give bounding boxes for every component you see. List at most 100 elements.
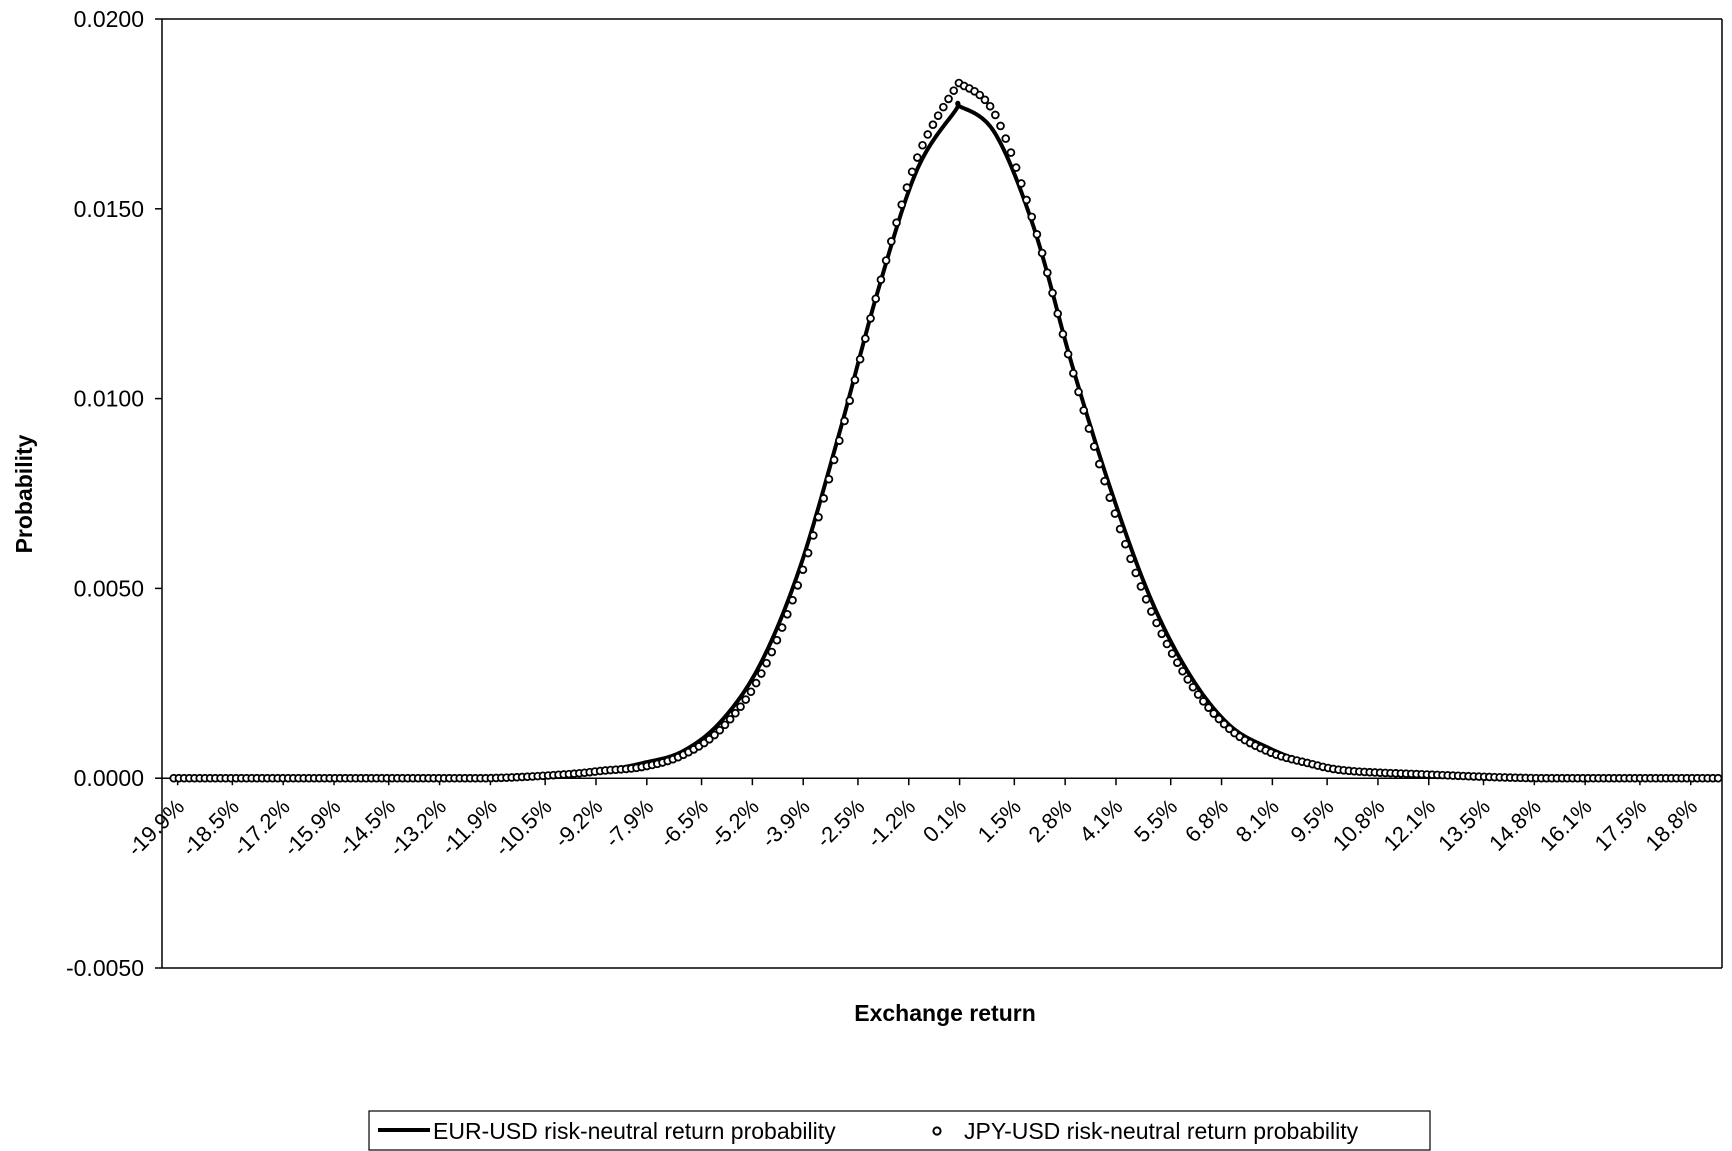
x-tick-label: -6.5% (655, 794, 713, 852)
series-marker-jpy-usd (1214, 714, 1224, 724)
series-marker-jpy-usd (814, 512, 823, 522)
series-marker-jpy-usd (1183, 675, 1193, 684)
series-marker-jpy-usd (1193, 690, 1203, 699)
x-tick-label: -13.2% (384, 794, 451, 861)
x-axis-title: Exchange return (854, 1000, 1036, 1026)
x-tick-label: -5.2% (706, 794, 764, 852)
legend-box (368, 1110, 1431, 1151)
x-tick-label: 13.5% (1433, 794, 1495, 856)
series-marker-jpy-usd (777, 623, 787, 632)
series-marker-jpy-usd (1022, 195, 1031, 205)
series-marker-jpy-usd (1011, 163, 1021, 172)
series-marker-jpy-usd (1713, 773, 1723, 783)
x-ticks: -19.9%-18.5%-17.2%-15.9%-14.5%-13.2%-11.… (122, 778, 1702, 861)
y-tick-label: 0.0000 (74, 765, 144, 791)
series-marker-jpy-usd (1162, 639, 1172, 649)
x-tick-label: 4.1% (1074, 794, 1127, 847)
series-marker-jpy-usd (1017, 179, 1026, 188)
series-marker-jpy-usd (975, 90, 985, 100)
series-marker-jpy-usd (918, 140, 927, 150)
series-marker-jpy-usd (1204, 703, 1213, 712)
series-marker-jpy-usd (1079, 406, 1089, 415)
series-marker-jpy-usd (1173, 658, 1182, 667)
series-marker-jpy-usd (788, 595, 797, 605)
series-marker-jpy-usd (840, 416, 849, 426)
series-marker-jpy-usd (881, 256, 891, 265)
series-marker-jpy-usd (1105, 493, 1115, 502)
x-tick-label: 14.8% (1484, 794, 1546, 856)
series-marker-jpy-usd (710, 730, 719, 740)
x-tick-label: -14.5% (333, 794, 400, 861)
x-tick-label: 10.8% (1328, 794, 1390, 856)
x-tick-label: 18.8% (1640, 794, 1702, 856)
series-marker-jpy-usd (850, 375, 860, 385)
series-marker-jpy-usd (949, 86, 959, 95)
x-tick-label: 1.5% (973, 794, 1026, 847)
series-marker-jpy-usd (1147, 607, 1156, 616)
legend-label-eur-usd: EUR-USD risk-neutral return probability (433, 1118, 836, 1144)
x-tick-label: -2.5% (811, 794, 869, 852)
legend-marker-swatch (932, 1126, 942, 1136)
x-tick-label: 8.1% (1231, 794, 1284, 847)
series-marker-jpy-usd (793, 581, 803, 590)
series-marker-jpy-usd (1063, 349, 1073, 359)
series-marker-jpy-usd (798, 565, 808, 575)
series-marker-jpy-usd (991, 110, 1000, 120)
series-marker-jpy-usd (772, 635, 782, 645)
x-tick-label: 17.5% (1590, 794, 1652, 856)
series-marker-jpy-usd (1157, 629, 1167, 639)
series-marker-jpy-usd (1032, 230, 1042, 239)
series-marker-jpy-usd (1001, 134, 1011, 143)
series-marker-jpy-usd (1126, 554, 1135, 564)
series-marker-jpy-usd (1006, 148, 1016, 157)
series-marker-jpy-usd (980, 95, 990, 105)
series-marker-jpy-usd (1188, 682, 1198, 692)
series-marker-jpy-usd (845, 396, 855, 405)
series-marker-jpy-usd (824, 474, 834, 484)
series-marker-jpy-usd (897, 200, 907, 209)
series-layer (169, 78, 1723, 783)
series-marker-jpy-usd (1225, 724, 1234, 734)
series-marker-jpy-usd (933, 111, 943, 120)
series-marker-jpy-usd (767, 647, 777, 657)
series-marker-jpy-usd (1136, 582, 1146, 591)
x-tick-label: 0.1% (918, 794, 971, 847)
series-line-eur-usd (173, 100, 1722, 781)
series-marker-jpy-usd (783, 609, 792, 619)
series-marker-jpy-usd (1027, 212, 1037, 222)
series-marker-jpy-usd (871, 294, 881, 304)
series-marker-jpy-usd (1209, 709, 1219, 718)
series-marker-jpy-usd (819, 494, 829, 503)
series-marker-jpy-usd (731, 708, 740, 718)
y-tick-label: -0.0050 (66, 955, 144, 981)
series-marker-jpy-usd (715, 725, 725, 735)
series-marker-jpy-usd (996, 121, 1005, 131)
series-marker-jpy-usd (1115, 524, 1125, 534)
series-marker-jpy-usd (1152, 618, 1161, 628)
series-marker-jpy-usd (835, 436, 844, 445)
series-marker-jpy-usd (887, 237, 896, 246)
series-marker-jpy-usd (1141, 595, 1151, 604)
y-tick-label: 0.0100 (74, 386, 144, 412)
x-tick-label: -15.9% (279, 794, 346, 861)
series-marker-jpy-usd (1053, 309, 1063, 318)
series-marker-jpy-usd (876, 275, 886, 285)
x-tick-label: -3.9% (756, 794, 814, 852)
series-marker-jpy-usd (1121, 539, 1130, 549)
x-tick-label: -9.2% (549, 794, 607, 852)
x-tick-label: -7.9% (600, 794, 658, 852)
series-marker-jpy-usd (1167, 649, 1177, 658)
x-tick-label: -10.5% (490, 794, 557, 861)
series-marker-jpy-usd (1084, 424, 1094, 433)
series-marker-jpy-usd (907, 167, 917, 177)
series-marker-jpy-usd (1131, 568, 1141, 578)
series-marker-jpy-usd (809, 531, 818, 540)
series-marker-jpy-usd (829, 455, 839, 465)
series-marker-jpy-usd (757, 669, 766, 678)
x-tick-label: -1.2% (862, 794, 920, 852)
x-tick-label: -11.9% (436, 794, 502, 860)
series-marker-jpy-usd (985, 101, 995, 111)
series-marker-jpy-usd (939, 102, 948, 112)
series-marker-jpy-usd (1178, 666, 1187, 676)
